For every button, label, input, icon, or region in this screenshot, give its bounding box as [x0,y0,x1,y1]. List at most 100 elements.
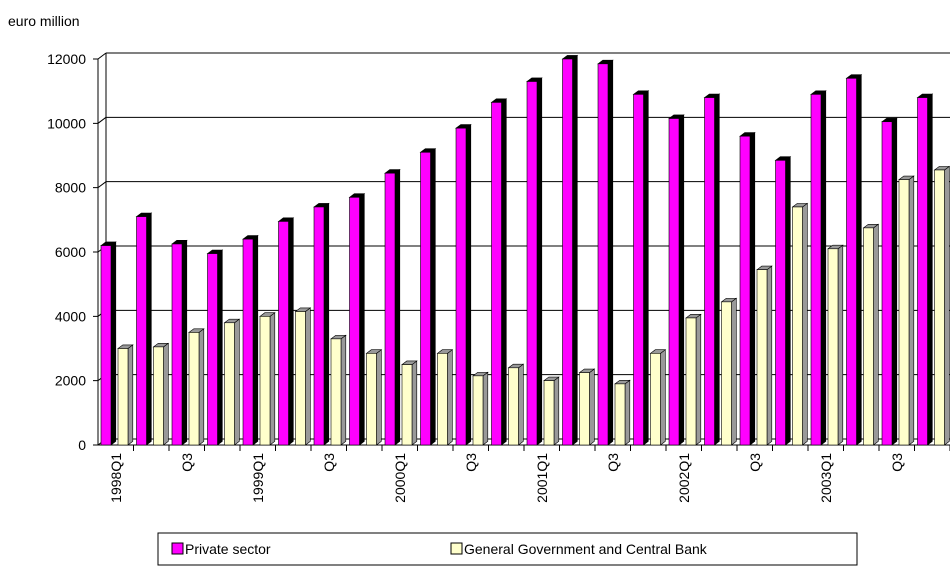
bar [153,346,164,446]
bar-side [359,193,365,446]
bar-side [624,379,631,446]
bar-side [376,349,382,446]
bar [863,227,874,446]
x-tick-label: 1998Q1 [108,453,124,503]
bar [810,94,822,446]
bar [171,243,183,446]
x-tick-label: Q3 [179,453,195,472]
tick-mark [93,52,107,60]
x-tick-label: 2001Q1 [534,453,550,503]
bar [881,121,893,446]
bar [756,269,768,446]
legend-swatch [171,542,184,555]
bar [295,311,306,446]
bar-side [430,148,436,446]
bar-side [518,363,524,446]
y-tick-label: 12000 [47,51,86,67]
bar-side [785,156,791,446]
bar-side [589,368,595,446]
bar-side [856,74,862,446]
bar [792,206,803,446]
bar [543,380,555,446]
bar [117,348,129,446]
bar [278,221,289,446]
bar [668,118,680,446]
bar-side [572,54,578,446]
bar-side [234,318,240,446]
bar [846,78,857,446]
bar-side [181,239,188,446]
bar-side [766,265,773,446]
x-tick-label: Q3 [463,453,479,472]
bar-side [891,117,898,446]
x-tick-label: 2000Q1 [392,453,408,503]
bar [437,353,448,446]
bar [508,367,519,446]
bar [366,353,377,446]
bar-side [536,77,543,446]
bar-side [802,202,808,446]
bar [330,338,342,446]
bar [224,322,235,446]
bar-side [217,249,223,446]
bar [917,97,928,446]
bar [259,316,271,446]
bar-side [607,59,614,446]
bar-side [252,234,259,446]
bar-side [678,114,685,446]
bar-side [340,334,347,446]
bar [685,317,697,446]
bar [526,81,538,446]
x-tick-label: Q3 [605,453,621,472]
bar-side [731,297,737,446]
bar [775,160,786,446]
bar-side [820,90,827,446]
bar-side [269,312,276,446]
bar [704,97,715,446]
bar [472,375,484,446]
bar-side [873,223,879,446]
bar [401,364,413,446]
bar-side [927,93,933,446]
bar [420,151,431,446]
tick-mark [93,116,107,124]
bar-side [305,307,311,446]
bar-side [323,202,330,446]
bar-side [163,342,169,446]
bar-side [288,217,294,446]
bar [242,238,254,446]
bar-side [660,349,666,446]
bar-side [198,328,205,446]
legend-swatch [450,542,463,555]
bar [934,169,945,446]
bar [349,197,360,446]
y-axis-label: euro million [8,13,80,29]
bar-side [714,93,720,446]
bar [384,172,396,446]
bar-side [908,175,915,446]
bar [207,253,218,446]
bar-side [944,165,950,446]
bar [579,372,590,446]
legend-box [157,532,858,566]
bar [614,383,626,446]
bar-side [749,132,756,446]
bar [739,135,751,446]
bar-side [553,376,560,446]
bar [597,63,609,446]
bar [827,248,839,446]
bar [898,179,910,446]
bar-side [501,98,507,446]
y-tick-label: 0 [78,437,86,453]
x-tick-label: 2002Q1 [676,453,692,503]
legend-label: General Government and Central Bank [464,541,708,557]
bar [455,127,467,446]
bar [136,216,147,446]
bar [721,301,732,446]
bar-side [110,241,117,446]
bar-side [643,90,649,446]
legend-label: Private sector [185,541,271,557]
bar-side [447,349,453,446]
bar-side [394,168,401,446]
